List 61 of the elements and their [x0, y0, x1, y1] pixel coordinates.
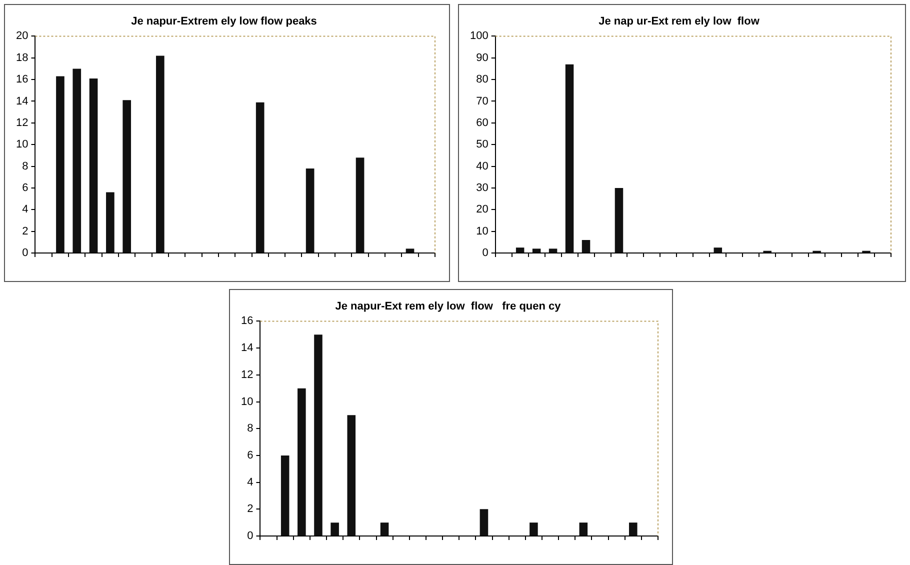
bar — [72, 68, 82, 252]
y-tick-label: 14 — [240, 342, 254, 354]
bar — [89, 78, 98, 252]
y-tick-label: 8 — [22, 160, 28, 172]
bar — [56, 76, 64, 252]
y-tick-label: 100 — [470, 30, 488, 42]
bar — [306, 168, 314, 252]
y-tick-label: 6 — [22, 182, 28, 194]
y-tick-label: 2 — [247, 503, 254, 516]
y-tick-label: 20 — [16, 30, 28, 42]
bar — [530, 522, 538, 536]
y-tick-label: 18 — [16, 52, 28, 64]
y-tick-label: 16 — [240, 315, 254, 328]
y-tick-label: 70 — [476, 95, 488, 108]
bar — [256, 102, 264, 252]
y-tick-label: 16 — [16, 74, 28, 86]
bar — [314, 334, 322, 536]
y-tick-label: 60 — [476, 116, 488, 129]
bar — [106, 192, 114, 252]
y-tick-label: 30 — [476, 182, 488, 194]
y-tick-label: 0 — [247, 530, 254, 542]
y-tick-label: 0 — [482, 247, 488, 260]
y-tick-label: 6 — [247, 449, 254, 462]
y-tick-label: 14 — [16, 95, 28, 108]
y-tick-label: 4 — [22, 204, 28, 216]
y-tick-label: 50 — [476, 138, 488, 151]
bar — [516, 248, 524, 252]
bar — [298, 388, 306, 536]
bar — [548, 248, 558, 252]
bar — [480, 509, 488, 536]
bar — [614, 188, 624, 252]
bar — [714, 248, 722, 252]
y-tick-label: 90 — [476, 52, 488, 64]
bar — [628, 522, 638, 536]
y-tick-label: 2 — [22, 225, 28, 238]
bar — [579, 522, 588, 536]
bar — [280, 455, 290, 536]
y-tick-label: 10 — [16, 138, 28, 151]
chart-title: Je napur-Extrem ely low flow peaks — [131, 16, 317, 28]
y-tick-label: 10 — [240, 396, 254, 408]
y-tick-label: 40 — [476, 160, 488, 172]
y-tick-label: 20 — [476, 204, 488, 216]
y-tick-label: 12 — [240, 368, 254, 381]
bar — [122, 100, 132, 252]
y-tick-label: 0 — [22, 247, 28, 260]
bar — [347, 415, 356, 536]
bar — [156, 56, 164, 252]
y-tick-label: 80 — [476, 74, 488, 86]
bar — [582, 240, 590, 252]
bar — [406, 248, 414, 252]
y-tick-label: 10 — [476, 225, 488, 238]
y-tick-label: 8 — [247, 422, 254, 435]
y-tick-label: 4 — [247, 476, 254, 488]
bar — [330, 522, 339, 536]
y-tick-label: 12 — [16, 116, 28, 129]
bar — [380, 522, 389, 536]
bar — [565, 64, 574, 252]
bar — [356, 158, 364, 252]
chart-title: Je nap ur-Ext rem ely low flow — [598, 16, 760, 28]
chart-title: Je napur-Ext rem ely low flow fre quen cy — [335, 300, 562, 313]
bar — [532, 248, 541, 252]
